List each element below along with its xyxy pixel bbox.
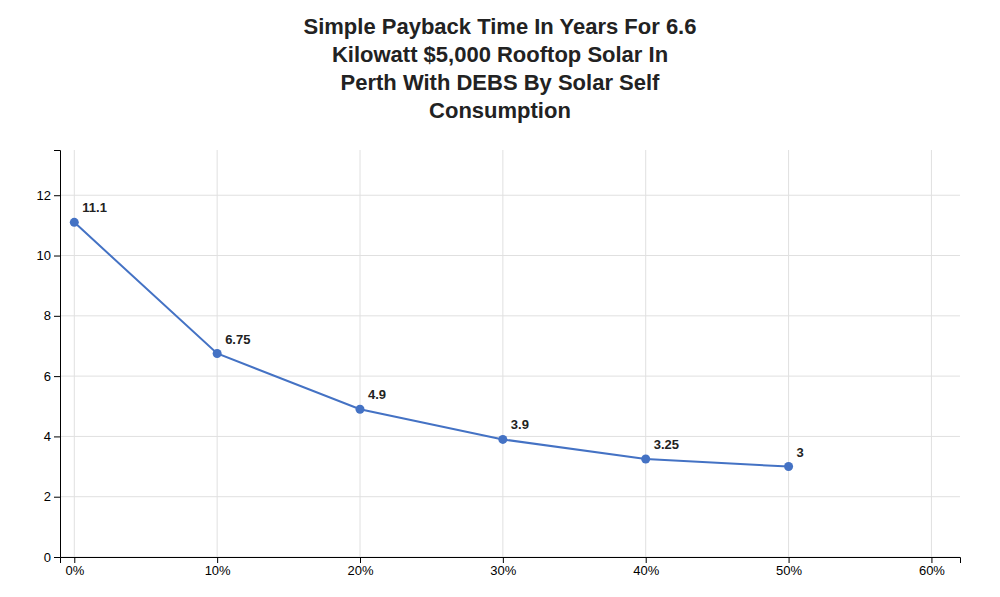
title-line: Perth With DEBS By Solar Self [341,70,661,95]
y-tick-mark [54,256,60,257]
x-tick-mark [931,557,932,563]
grid-line-y [60,376,960,377]
y-tick: 2 [44,489,60,504]
grid-line-x [360,150,361,557]
grid-line-x [788,150,789,557]
x-tick-mark [789,557,790,563]
x-tick-label: 30% [490,563,516,578]
x-axis-line [61,558,961,564]
data-label: 6.75 [225,332,250,347]
point [70,218,79,227]
title: Simple Payback Time In Years For 6.6 Kilo… [304,14,697,123]
y-tick-mark [54,376,60,377]
y-tick-label: 6 [44,369,51,384]
point [784,462,793,471]
y-tick-mark [54,497,60,498]
y-tick: 10 [37,248,60,263]
y-tick: 4 [44,429,60,444]
x-tick-label: 60% [919,563,945,578]
y-tick: 8 [44,308,60,323]
grid-line-x [931,150,932,557]
title-line: Kilowatt $5,000 Rooftop Solar In [332,42,668,67]
x-tick: 50% [776,557,802,578]
x-tick: 30% [490,557,516,578]
grid-line-x [645,150,646,557]
grid-line-y [60,496,960,497]
x-tick: 20% [347,557,373,578]
data-labels: 11.1 6.75 4.9 3.9 3.25 3 [82,200,804,459]
y-tick-label: 8 [44,308,51,323]
y-tick: 12 [37,188,60,203]
x-tick: 10% [205,557,231,578]
point [641,455,650,464]
x-tick: 0% [65,557,84,578]
marks [70,218,793,471]
point [213,349,222,358]
y-tick: 6 [44,369,60,384]
x-tick-mark [74,557,75,563]
x-tick-label: 10% [205,563,231,578]
y-axis: 0 2 4 6 8 10 12 [37,151,61,565]
y-tick-mark [54,557,60,558]
y-tick-label: 12 [37,188,51,203]
x-tick-mark [360,557,361,563]
title-line: Consumption [429,98,571,123]
y-tick-label: 4 [44,429,51,444]
point [356,405,365,414]
data-label: 4.9 [368,387,386,402]
x-tick-mark [503,557,504,563]
y-axis-line [54,151,61,558]
line [74,222,788,466]
y-tick-label: 2 [44,489,51,504]
data-label: 3.25 [654,437,679,452]
data-label: 3.9 [511,417,529,432]
grid-line-x [74,150,75,557]
x-tick: 60% [919,557,945,578]
x-tick: 40% [633,557,659,578]
data-label: 3 [797,445,804,460]
data-label: 11.1 [82,200,107,215]
plot: 0% 10% 20% 30% 40% 50% 60% 0 2 4 6 8 10 12 11.1 6.75 4.9… [37,150,961,578]
x-tick-mark [646,557,647,563]
grid [60,150,960,557]
y-tick-mark [54,316,60,317]
x-tick-label: 0% [65,563,84,578]
grid-line-y [60,255,960,256]
y-tick-mark [54,436,60,437]
chart: Simple Payback Time In Years For 6.6 Kilo… [0,0,1000,597]
y-tick-mark [54,195,60,196]
grid-line-y [60,315,960,316]
y-tick: 0 [44,550,60,565]
grid-line-x [502,150,503,557]
title-line: Simple Payback Time In Years For 6.6 [304,14,697,39]
x-tick-label: 40% [633,563,659,578]
grid-line-y [60,436,960,437]
point [498,435,507,444]
x-tick-mark [217,557,218,563]
grid-line-y [60,195,960,196]
y-tick-label: 0 [44,550,51,565]
x-tick-label: 20% [347,563,373,578]
x-tick-label: 50% [776,563,802,578]
x-axis: 0% 10% 20% 30% 40% 50% 60% [61,557,961,578]
y-tick-label: 10 [37,248,51,263]
